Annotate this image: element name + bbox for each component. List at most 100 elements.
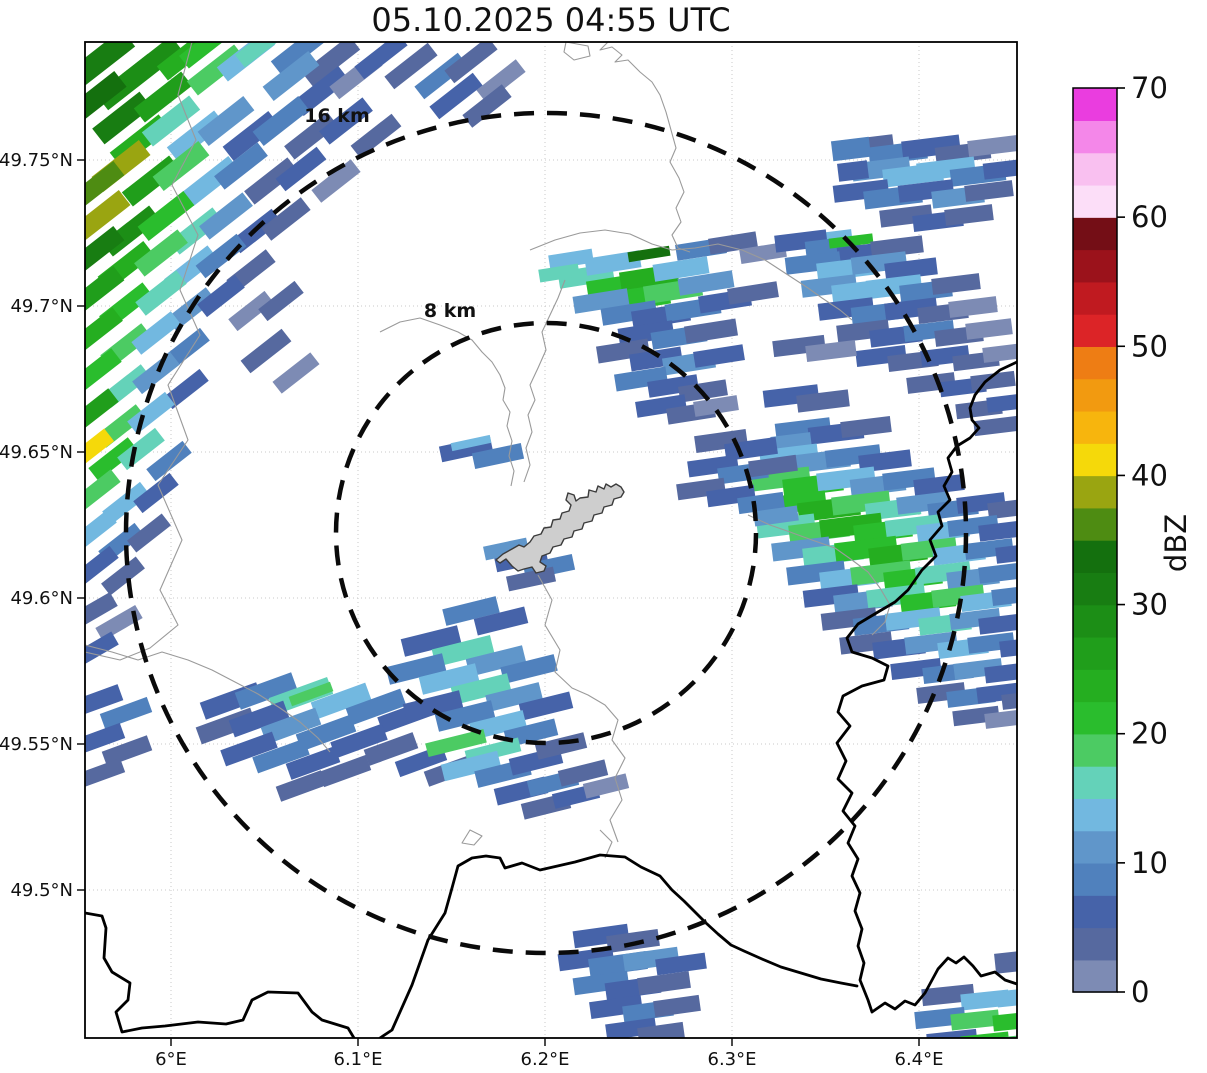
radar-echo-cell [284, 112, 338, 160]
colorbar-segment [1073, 443, 1117, 477]
radar-echo-cell [429, 72, 483, 120]
radar-echo-cell [485, 682, 543, 712]
city-polygon [495, 483, 625, 574]
radar-echo-cell [948, 296, 998, 318]
colorbar-tick-label: 40 [1131, 458, 1168, 492]
radar-echo-cell [483, 537, 529, 561]
radar-echo-cell [292, 66, 350, 116]
y-tick-label: 49.6°N [10, 588, 73, 609]
radar-echo-cell [252, 96, 310, 146]
x-tick-label: 6.4°E [895, 1049, 944, 1070]
radar-echo-cell [95, 605, 143, 641]
radar-echo-cell [693, 395, 739, 417]
radar-echo-cell [973, 415, 1017, 437]
radar-echo-cell [978, 520, 1017, 542]
radar-echo-cell [450, 673, 512, 705]
colorbar-segment [1073, 410, 1117, 444]
radar-echo-cell [473, 606, 529, 636]
radar-echo-cell [982, 158, 1017, 180]
radar-echo-cell [991, 585, 1017, 607]
radar-echo-cell [471, 442, 525, 470]
y-axis-ticks: 49.75°N 49.7°N 49.65°N 49.6°N 49.55°N 49.5°N [0, 150, 85, 901]
radar-echo-cell [837, 160, 869, 182]
radar-echo-cell [982, 343, 1017, 363]
radar-echo-cell [132, 351, 180, 395]
radar-echo-cell [85, 428, 115, 470]
radar-echo-cell [330, 723, 388, 759]
radar-echo-cell [518, 691, 574, 721]
colorbar-segment [1073, 862, 1117, 896]
radar-echo-cell [444, 42, 498, 84]
radar-echo-cell [318, 754, 372, 788]
radar-echo-cell [275, 770, 327, 802]
radar-echo-cell [85, 71, 127, 125]
admin-boundary-line [85, 644, 331, 753]
radar-echo-cell [311, 159, 361, 203]
colorbar-segment [1073, 281, 1117, 315]
colorbar-tick-label: 70 [1131, 71, 1168, 105]
radar-echo-cell [85, 226, 125, 276]
country-border-line [835, 360, 1017, 1014]
radar-echo-cell [345, 688, 407, 726]
admin-boundary-line [523, 279, 566, 483]
radar-echo-cell [500, 654, 558, 684]
radar-echo-cell [805, 340, 857, 362]
radar-echo-cell [152, 141, 210, 191]
colorbar-segment [1073, 895, 1117, 929]
colorbar-segment [1073, 959, 1117, 993]
colorbar-segment [1073, 669, 1117, 703]
radar-echo-cell [465, 645, 527, 677]
radar-echo-cell [999, 638, 1017, 658]
radar-echo-cell [141, 95, 201, 147]
radar-echo-cell [425, 728, 487, 758]
radar-echo-cell [683, 318, 739, 344]
colorbar-unit-label: dBZ [1159, 514, 1193, 572]
radar-echo-cell [214, 142, 268, 190]
radar-echo-cell [944, 204, 994, 226]
ring-label-16km: 16 km [304, 105, 370, 127]
radar-echo-cell [652, 256, 710, 282]
colorbar-segment [1073, 798, 1117, 832]
radar-echo-cell [235, 42, 289, 68]
admin-boundary-line [599, 829, 613, 859]
radar-echo-cell [830, 136, 872, 162]
radar-echo-cell [434, 700, 496, 732]
radar-echo-cell [220, 731, 278, 767]
radar-echo-cell [748, 454, 798, 478]
colorbar-segment [1073, 604, 1117, 638]
radar-echo-cell [85, 348, 122, 394]
radar-echo-cell [965, 318, 1013, 340]
radar-echo-cell [931, 273, 981, 295]
colorbar-segment [1073, 927, 1117, 961]
colorbar-segment [1073, 314, 1117, 347]
radar-echo-cell [260, 707, 322, 745]
x-tick-label: 6.1°E [334, 1049, 383, 1070]
radar-echo-cell [637, 1021, 685, 1038]
radar-echo-cell [727, 281, 779, 305]
radar-echo-cell [101, 556, 145, 596]
x-tick-label: 6°E [155, 1049, 187, 1070]
colorbar-segment [1073, 766, 1117, 799]
radar-echo-cell [992, 1012, 1017, 1032]
radar-echo-cell [134, 229, 188, 277]
radar-echo-cell [385, 653, 447, 685]
radar-echo-cell [994, 950, 1017, 974]
admin-borders [85, 42, 891, 859]
radar-echo-cell [984, 662, 1017, 684]
radar-echo-cell [739, 241, 787, 265]
admin-boundary-line [599, 42, 691, 253]
radar-echo-cell [913, 474, 965, 496]
colorbar-tick-label: 0 [1131, 975, 1149, 1009]
radar-echo-cell [363, 732, 419, 766]
radar-echo-cell [228, 700, 290, 738]
ring-label-8km: 8 km [424, 300, 476, 322]
radar-echo-cell [996, 988, 1017, 1008]
colorbar-frame [1072, 87, 1118, 993]
radar-echo-cell [270, 42, 330, 76]
radar-echo-cell [418, 663, 480, 695]
colorbar-segment [1073, 475, 1117, 509]
radar-echo-cell [840, 416, 892, 438]
radar-echo-cell [505, 566, 557, 592]
